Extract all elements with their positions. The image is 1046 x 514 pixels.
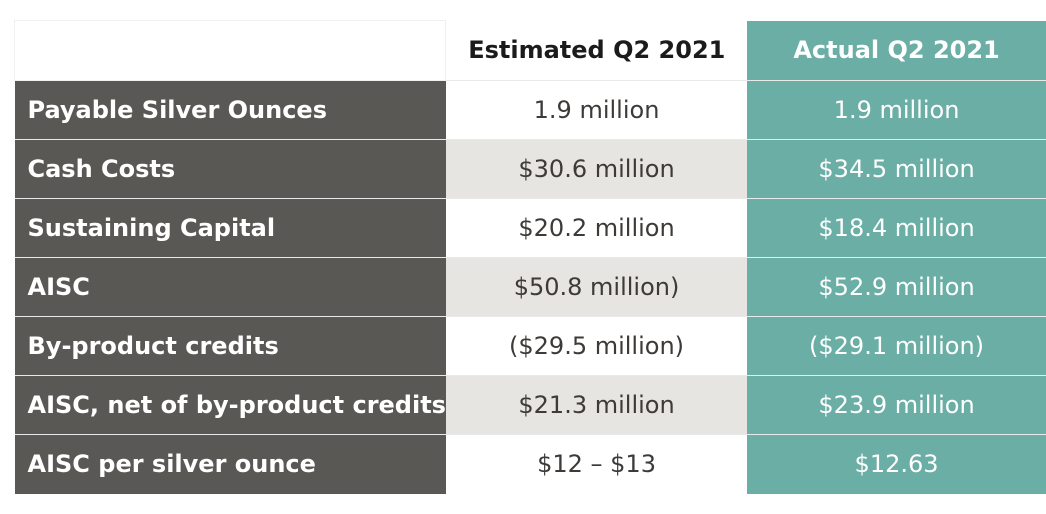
table-row: Payable Silver Ounces 1.9 million 1.9 mi… bbox=[14, 80, 1046, 140]
actual-value: $12.63 bbox=[747, 434, 1046, 494]
estimated-value: $12 – $13 bbox=[445, 434, 748, 494]
header-estimated: Estimated Q2 2021 bbox=[445, 20, 748, 81]
table-row: AISC per silver ounce $12 – $13 $12.63 bbox=[14, 434, 1046, 494]
estimated-value: $21.3 million bbox=[445, 375, 748, 435]
table-row: By-product credits ($29.5 million) ($29.… bbox=[14, 316, 1046, 376]
row-label: AISC, net of by-product credits bbox=[14, 375, 446, 435]
table-row: Cash Costs $30.6 million $34.5 million bbox=[14, 139, 1046, 199]
actual-value: $23.9 million bbox=[747, 375, 1046, 435]
table-row: AISC $50.8 million) $52.9 million bbox=[14, 257, 1046, 317]
table-row: Sustaining Capital $20.2 million $18.4 m… bbox=[14, 198, 1046, 258]
actual-value: $34.5 million bbox=[747, 139, 1046, 199]
row-label: Payable Silver Ounces bbox=[14, 80, 446, 140]
actual-value: 1.9 million bbox=[747, 80, 1046, 140]
actual-value: $18.4 million bbox=[747, 198, 1046, 258]
table-row: AISC, net of by-product credits $21.3 mi… bbox=[14, 375, 1046, 435]
estimated-value: $30.6 million bbox=[445, 139, 748, 199]
row-label: Sustaining Capital bbox=[14, 198, 446, 258]
row-label: AISC per silver ounce bbox=[14, 434, 446, 494]
cost-comparison-table-container: Estimated Q2 2021 Actual Q2 2021 Payable… bbox=[13, 20, 1046, 494]
table-header: Estimated Q2 2021 Actual Q2 2021 bbox=[13, 20, 1046, 81]
estimated-value: 1.9 million bbox=[445, 80, 748, 140]
header-actual: Actual Q2 2021 bbox=[747, 20, 1046, 81]
header-row: Estimated Q2 2021 Actual Q2 2021 bbox=[13, 20, 1046, 81]
table-body: Payable Silver Ounces 1.9 million 1.9 mi… bbox=[14, 80, 1046, 494]
row-label: AISC bbox=[14, 257, 446, 317]
cost-comparison-table: Estimated Q2 2021 Actual Q2 2021 Payable… bbox=[13, 20, 1046, 494]
row-label: By-product credits bbox=[14, 316, 446, 376]
actual-value: $52.9 million bbox=[747, 257, 1046, 317]
estimated-value: ($29.5 million) bbox=[445, 316, 748, 376]
row-label: Cash Costs bbox=[14, 139, 446, 199]
estimated-value: $20.2 million bbox=[445, 198, 748, 258]
estimated-value: $50.8 million) bbox=[445, 257, 748, 317]
actual-value: ($29.1 million) bbox=[747, 316, 1046, 376]
header-corner-cell bbox=[13, 20, 447, 81]
